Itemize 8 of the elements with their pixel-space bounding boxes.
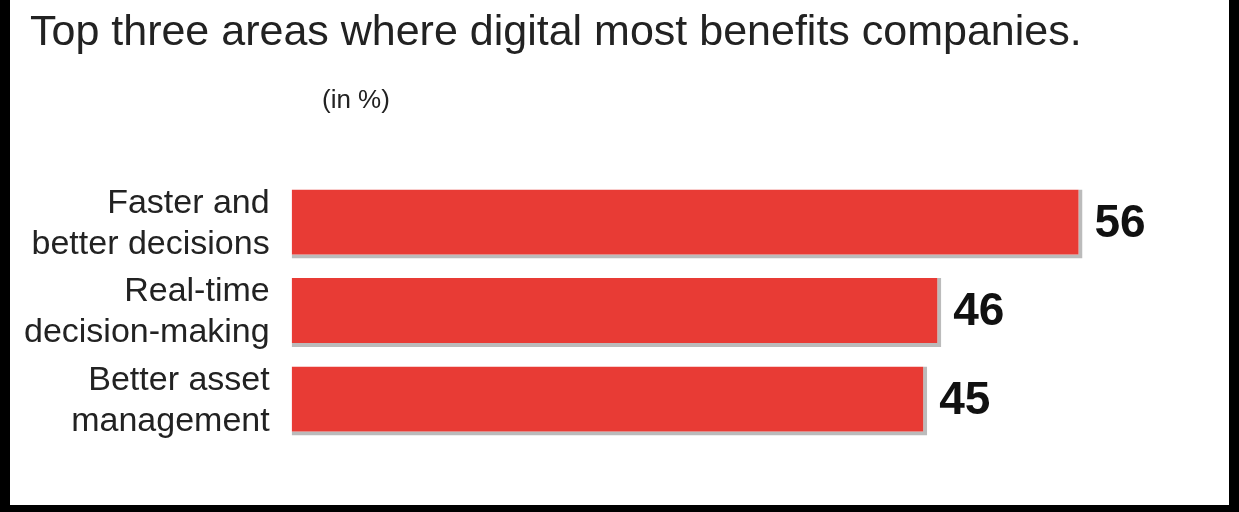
y-tick-label: Real-time decision-making [24, 270, 270, 350]
data-label: 56 [1094, 194, 1146, 247]
y-tick-label: Faster and better decisions [31, 182, 270, 261]
data-label: 46 [953, 283, 1005, 336]
chart-title: Top three areas where digital most benefits companies. [30, 6, 1082, 55]
y-tick-label: Better asset management [71, 358, 271, 438]
data-label: 45 [939, 371, 991, 424]
chart-subtitle: (in %) [322, 84, 390, 115]
